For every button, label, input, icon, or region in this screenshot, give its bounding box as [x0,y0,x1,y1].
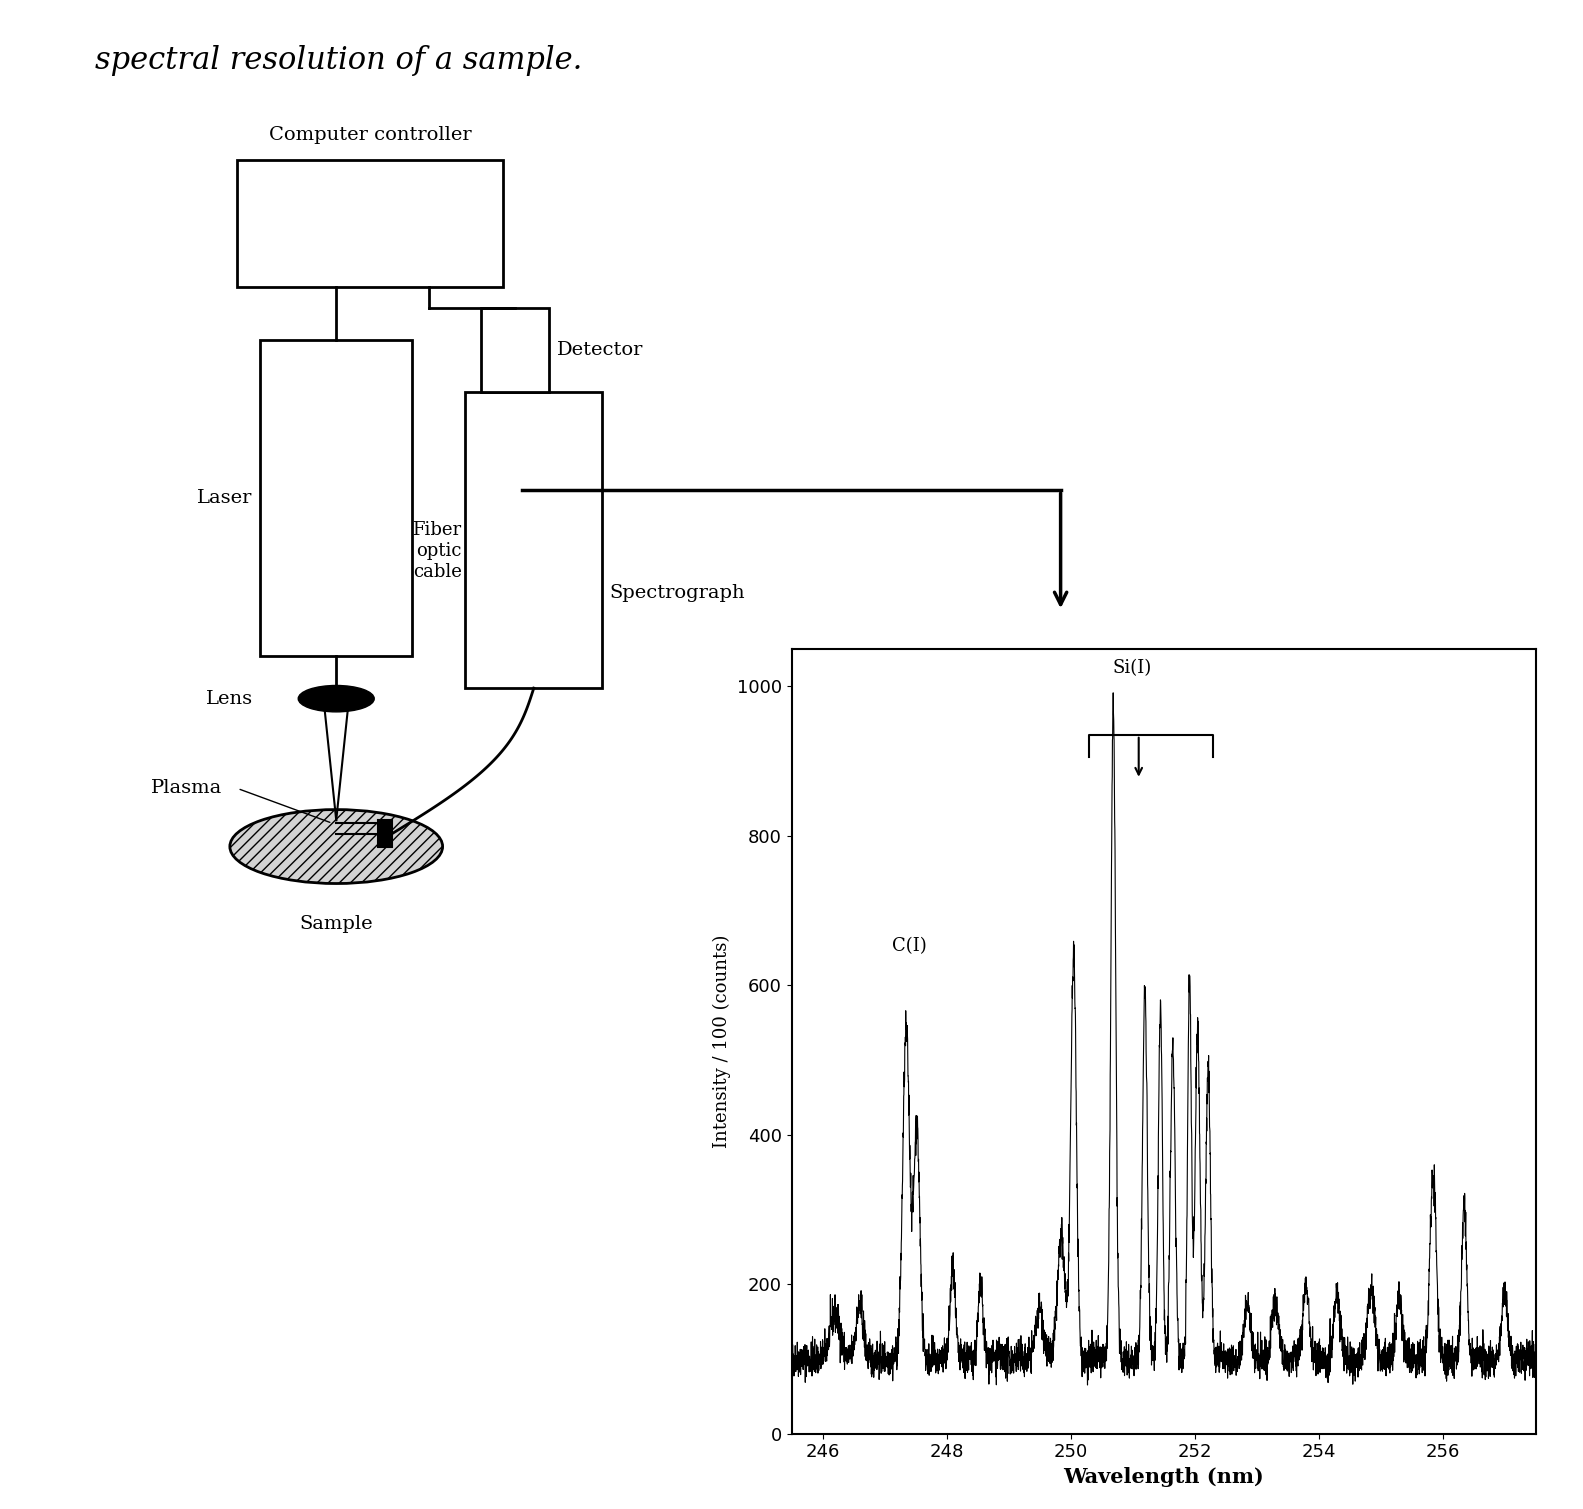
Text: Plasma: Plasma [150,780,222,797]
Text: Laser: Laser [198,489,253,507]
FancyBboxPatch shape [260,340,412,656]
Text: C(I): C(I) [891,937,926,955]
Text: spectral resolution of a sample.: spectral resolution of a sample. [95,45,583,77]
Ellipse shape [298,685,374,712]
Text: Detector: Detector [557,341,643,359]
FancyBboxPatch shape [481,308,549,392]
Ellipse shape [230,809,443,884]
Text: Spectrograph: Spectrograph [609,584,746,602]
Text: Fiber
optic
cable: Fiber optic cable [413,521,462,581]
Text: Lens: Lens [206,690,253,708]
Text: Sample: Sample [299,914,374,933]
FancyBboxPatch shape [378,821,391,847]
X-axis label: Wavelength (nm): Wavelength (nm) [1064,1467,1263,1486]
Text: Computer controller: Computer controller [269,127,472,145]
Y-axis label: Intensity / 100 (counts): Intensity / 100 (counts) [712,934,731,1148]
Text: Si(I): Si(I) [1113,659,1152,678]
FancyBboxPatch shape [465,392,602,688]
FancyBboxPatch shape [237,160,503,287]
